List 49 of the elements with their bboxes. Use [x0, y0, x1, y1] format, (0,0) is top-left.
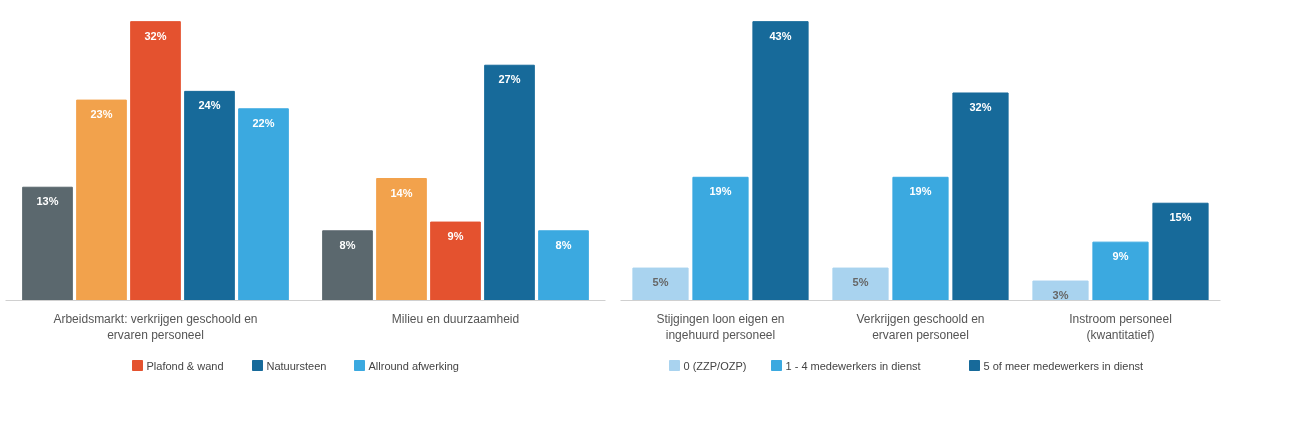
legend-label: Plafond & wand — [146, 359, 224, 372]
bar — [376, 178, 427, 301]
data-label: 9% — [447, 230, 464, 243]
bar — [322, 230, 373, 301]
bar — [538, 230, 589, 301]
x-tick-label: Verkrijgen geschoold en ervaren personeel — [856, 311, 985, 343]
data-label: 3% — [1052, 289, 1069, 302]
data-label: 19% — [709, 185, 732, 198]
bar — [1032, 280, 1089, 301]
bar — [484, 64, 535, 301]
x-tick-label: Milieu en duurzaamheid — [391, 311, 520, 326]
bar — [892, 176, 949, 301]
legend-label: Allround afwerking — [368, 359, 459, 372]
legend-label: 1 - 4 medewerkers in dienst — [785, 359, 921, 372]
data-label: 24% — [198, 99, 221, 112]
bar — [1152, 202, 1209, 301]
bar — [22, 186, 73, 301]
data-label: 8% — [339, 238, 356, 251]
bar — [1092, 241, 1149, 301]
data-label: 27% — [498, 73, 521, 86]
bar — [238, 108, 289, 301]
x-tick-label: Arbeidsmarkt: verkrijgen geschoold en ervaren personeel — [53, 311, 258, 343]
bar — [692, 176, 749, 301]
bar — [430, 221, 481, 301]
bar — [130, 21, 181, 301]
data-label: 43% — [769, 29, 792, 42]
bar — [184, 90, 235, 301]
legend-label: 0 (ZZP/OZP) — [683, 359, 747, 372]
data-label: 15% — [1169, 211, 1192, 224]
bar — [952, 92, 1009, 301]
data-label: 32% — [969, 100, 992, 113]
legend-label: 5 of meer medewerkers in dienst — [983, 359, 1144, 372]
data-label: 22% — [252, 116, 275, 129]
data-label: 8% — [555, 238, 572, 251]
data-label: 19% — [909, 185, 932, 198]
data-label: 32% — [144, 29, 167, 42]
x-tick-label: Instroom personeel (kwantitatief) — [1069, 311, 1172, 343]
x-tick-label: Stijgingen loon eigen en ingehuurd personeel — [656, 311, 785, 343]
data-label: 14% — [390, 186, 413, 199]
data-label: 5% — [652, 276, 669, 289]
bar — [752, 21, 809, 301]
bar — [832, 267, 889, 301]
legend-label: Natuursteen — [266, 359, 327, 372]
bar — [76, 99, 127, 301]
data-label: 13% — [36, 195, 59, 208]
data-label: 9% — [1112, 250, 1129, 263]
data-label: 5% — [852, 276, 869, 289]
bar — [632, 267, 689, 301]
data-label: 23% — [90, 108, 113, 121]
